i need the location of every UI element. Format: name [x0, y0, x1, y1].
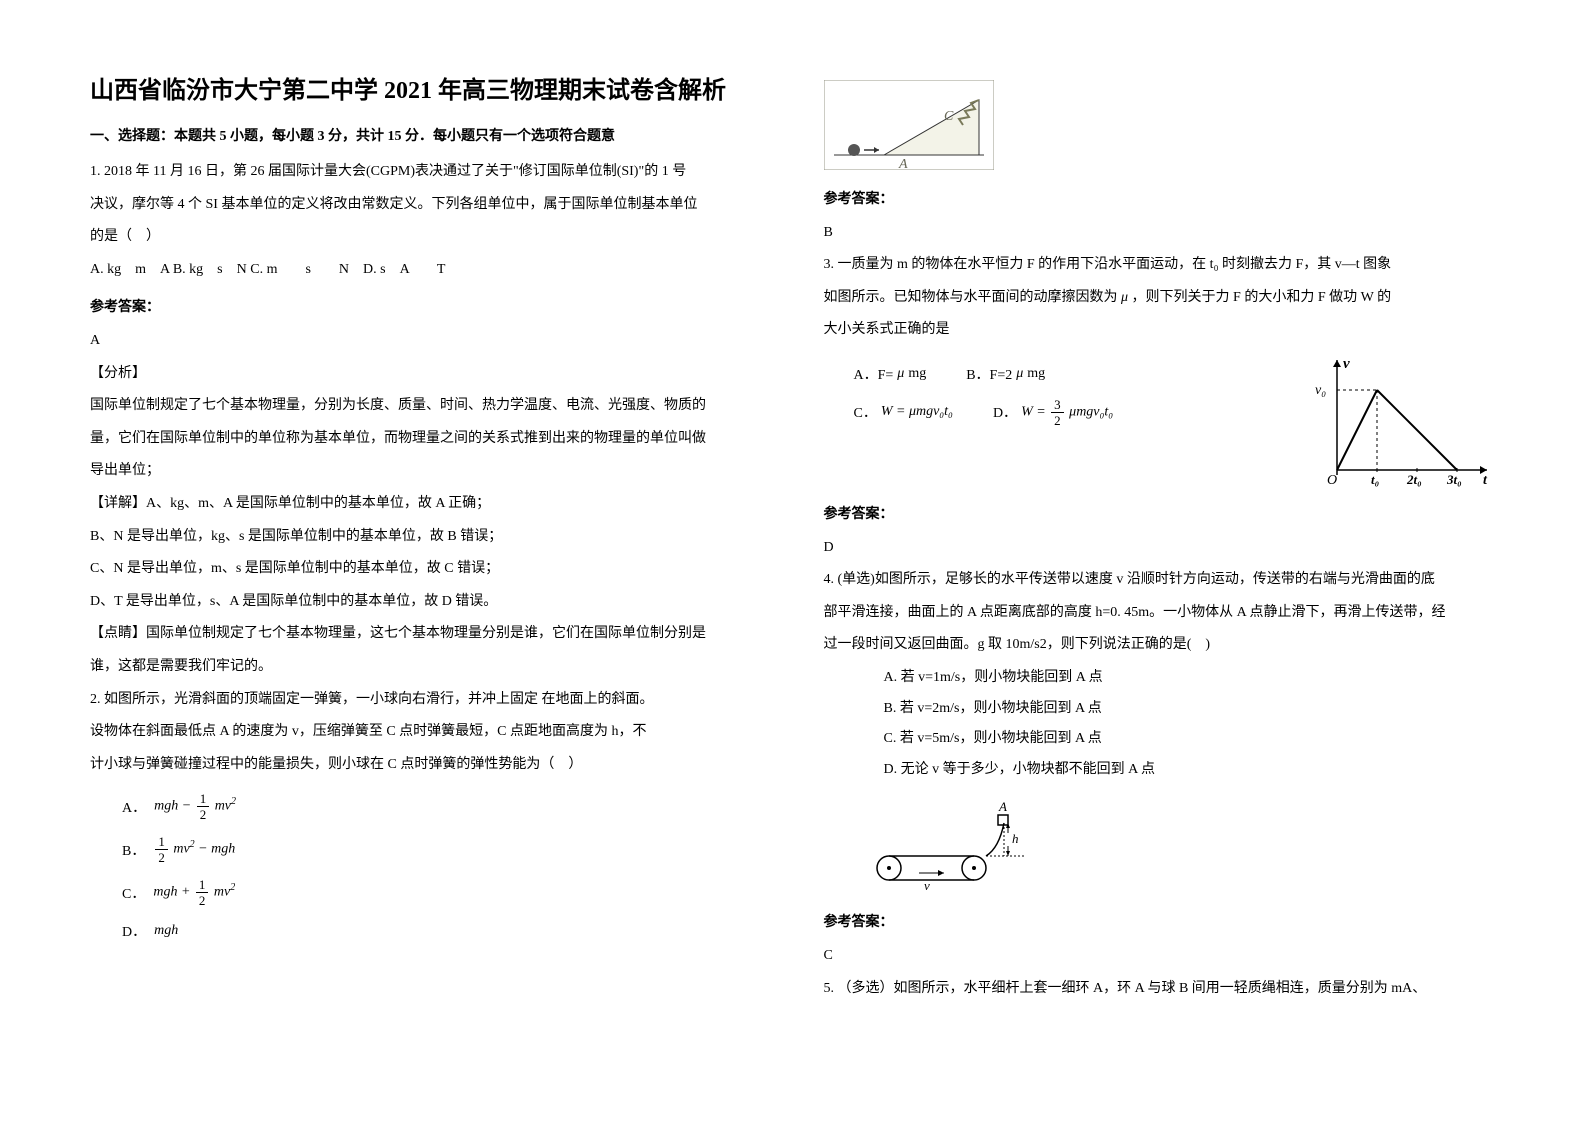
q3-c-pre: C． [854, 402, 877, 422]
q3-option-a: A．F= μ mg [854, 364, 927, 384]
q3-a-post: mg [908, 366, 926, 382]
q4-option-b: B. 若 v=2m/s，则小物块能回到 A 点 [884, 696, 1498, 723]
q2-d-formula: mgh [154, 923, 178, 939]
q1-exp-8: 【点睛】国际单位制规定了七个基本物理量，这七个基本物理量分别是谁，它们在国际单位… [90, 621, 764, 648]
q1-exp-4: 【详解】A、kg、m、A 是国际单位制中的基本单位，故 A 正确； [90, 491, 764, 518]
q2-b-label: B． [122, 840, 145, 860]
q4-answer: C [824, 943, 1498, 970]
q3-stem-2: 如图所示。已知物体与水平面间的动摩擦因数为 μ ，则下列关于力 F 的大小和力 … [824, 285, 1498, 312]
belt-a-label: A [998, 799, 1007, 814]
q4-stem-2: 部平滑连接，曲面上的 A 点距离底部的高度 h=0. 45m。一小物体从 A 点… [824, 600, 1498, 627]
q1-analysis-title: 【分析】 [90, 361, 764, 388]
q1-exp-5: B、N 是导出单位，kg、s 是国际单位制中的基本单位，故 B 错误； [90, 524, 764, 551]
q1-exp-1: 国际单位制规定了七个基本物理量，分别为长度、质量、时间、热力学温度、电流、光强度… [90, 393, 764, 420]
q1-exp-7: D、T 是导出单位，s、A 是国际单位制中的基本单位，故 D 错误。 [90, 589, 764, 616]
diagram-c-label: C [944, 109, 954, 124]
q2-answer-label: 参考答案： [824, 187, 1498, 214]
q5-stem-1: 5. （多选）如图所示，水平细杆上套一细环 A，环 A 与球 B 间用一轻质绳相… [824, 976, 1498, 1003]
q1-answer: A [90, 328, 764, 355]
left-column: 山西省临汾市大宁第二中学 2021 年高三物理期末试卷含解析 一、选择题：本题共… [90, 70, 764, 1008]
q2-stem-1: 2. 如图所示，光滑斜面的顶端固定一弹簧，一小球向右滑行，并冲上固定 在地面上的… [90, 687, 764, 714]
q1-stem-2: 决议，摩尔等 4 个 SI 基本单位的定义将改由常数定义。下列各组单位中，属于国… [90, 192, 764, 219]
q3-answer-label: 参考答案： [824, 502, 1498, 529]
q3-c-formula: W = μmgv₀t₀ [881, 404, 953, 420]
conveyor-svg: v A h [864, 793, 1064, 893]
q3-stem-3: 大小关系式正确的是 [824, 317, 1498, 344]
vt-2t0-label: 2t₀ [1406, 472, 1422, 487]
q4-option-c: C. 若 v=5m/s，则小物块能回到 A 点 [884, 726, 1498, 753]
vt-v0-label: v₀ [1315, 383, 1326, 398]
q4-diagram: v A h [864, 793, 1498, 898]
belt-h-label: h [1012, 831, 1019, 846]
vt-origin-label: O [1327, 473, 1337, 488]
q2-diagram: C A [824, 80, 1498, 175]
q4-answer-label: 参考答案： [824, 910, 1498, 937]
q3-stem-1: 3. 一质量为 m 的物体在水平恒力 F 的作用下沿水平面运动，在 t₀ 时刻撤… [824, 252, 1498, 279]
q3-options-and-graph: A．F= μ mg B．F=2 μ mg C． W = μmgv₀t₀ [824, 350, 1498, 490]
q1-stem-1: 1. 2018 年 11 月 16 日，第 26 届国际计量大会(CGPM)表决… [90, 159, 764, 186]
q2-option-a: A． mgh − 12 mv2 [122, 792, 764, 821]
q3-b-pre: B．F=2 [966, 364, 1012, 384]
q2-c-label: C． [122, 883, 145, 903]
q1-exp-6: C、N 是导出单位，m、s 是国际单位制中的基本单位，故 C 错误； [90, 556, 764, 583]
q2-answer: B [824, 220, 1498, 247]
incline-spring-svg: C A [824, 80, 994, 170]
q2-c-formula: mgh + 12 mv2 [153, 878, 235, 907]
q2-stem-2: 设物体在斜面最低点 A 的速度为 v，压缩弹簧至 C 点时弹簧最短，C 点距地面… [90, 719, 764, 746]
exam-page: 山西省临汾市大宁第二中学 2021 年高三物理期末试卷含解析 一、选择题：本题共… [0, 0, 1587, 1078]
q1-exp-9: 谁，这都是需要我们牢记的。 [90, 654, 764, 681]
q4-option-a: A. 若 v=1m/s，则小物块能回到 A 点 [884, 665, 1498, 692]
q3-a-pre: A．F= [854, 364, 894, 384]
q4-stem-3: 过一段时间又返回曲面。g 取 10m/s2，则下列说法正确的是( ) [824, 632, 1498, 659]
mu-symbol: μ [1121, 290, 1128, 305]
q3-answer: D [824, 535, 1498, 562]
q1-exp-2: 量，它们在国际单位制中的单位称为基本单位，而物理量之间的关系式推到出来的物理量的… [90, 426, 764, 453]
q2-option-d: D． mgh [122, 921, 764, 941]
frac-num: 3 [1051, 398, 1064, 413]
q3-b-mu: μ [1016, 366, 1023, 382]
vt-v-axis-label: v [1343, 356, 1350, 372]
exam-title: 山西省临汾市大宁第二中学 2021 年高三物理期末试卷含解析 [90, 70, 764, 105]
q2-a-formula: mgh − 12 mv2 [154, 792, 236, 821]
q3-d-pre: D． [993, 402, 1017, 422]
q3-stem-2b: ，则下列关于力 F 的大小和力 F 做功 W 的 [1132, 290, 1392, 305]
q2-option-c: C． mgh + 12 mv2 [122, 878, 764, 907]
belt-v-label: v [924, 878, 930, 893]
q3-option-b: B．F=2 μ mg [966, 364, 1045, 384]
vt-3t0-label: 3t₀ [1446, 472, 1462, 487]
q4-stem-1: 4. (单选)如图所示，足够长的水平传送带以速度 v 沿顺时针方向运动，传送带的… [824, 567, 1498, 594]
vt-t0-label: t₀ [1371, 472, 1379, 487]
q4-option-d: D. 无论 v 等于多少，小物块都不能回到 A 点 [884, 757, 1498, 784]
vt-graph-svg: v v₀ O t₀ 2t₀ 3t₀ t [1307, 350, 1497, 490]
q1-answer-label: 参考答案： [90, 295, 764, 322]
q1-stem-3: 的是（ ） [90, 224, 764, 251]
diagram-a-label: A [898, 157, 908, 170]
q3-stem-2a: 如图所示。已知物体与水平面间的动摩擦因数为 [824, 290, 1118, 305]
q1-exp-3: 导出单位； [90, 458, 764, 485]
q3-d-formula: W = 32 μmgv₀t₀ [1021, 398, 1113, 427]
q3-option-c: C． W = μmgv₀t₀ [854, 402, 953, 422]
vt-t-axis-label: t [1483, 473, 1488, 488]
q2-stem-3: 计小球与弹簧碰撞过程中的能量损失，则小球在 C 点时弹簧的弹性势能为（ ） [90, 752, 764, 779]
section-1-header: 一、选择题：本题共 5 小题，每小题 3 分，共计 15 分．每小题只有一个选项… [90, 125, 764, 145]
q1-options: A. kg m A B. kg s N C. m s N D. s A T [90, 257, 764, 284]
q3-options: A．F= μ mg B．F=2 μ mg C． W = μmgv₀t₀ [824, 350, 1278, 441]
q2-b-formula: 12 mv2 − mgh [153, 835, 235, 864]
q2-a-label: A． [122, 797, 146, 817]
q3-b-post: mg [1027, 366, 1045, 382]
q3-a-mu: μ [897, 366, 904, 382]
q2-d-label: D． [122, 921, 146, 941]
q2-option-b: B． 12 mv2 − mgh [122, 835, 764, 864]
frac-den: 2 [1054, 413, 1061, 427]
q3-option-d: D． W = 32 μmgv₀t₀ [993, 398, 1113, 427]
right-column: C A 参考答案： B 3. 一质量为 m 的物体在水平恒力 F 的作用下沿水平… [824, 70, 1498, 1008]
